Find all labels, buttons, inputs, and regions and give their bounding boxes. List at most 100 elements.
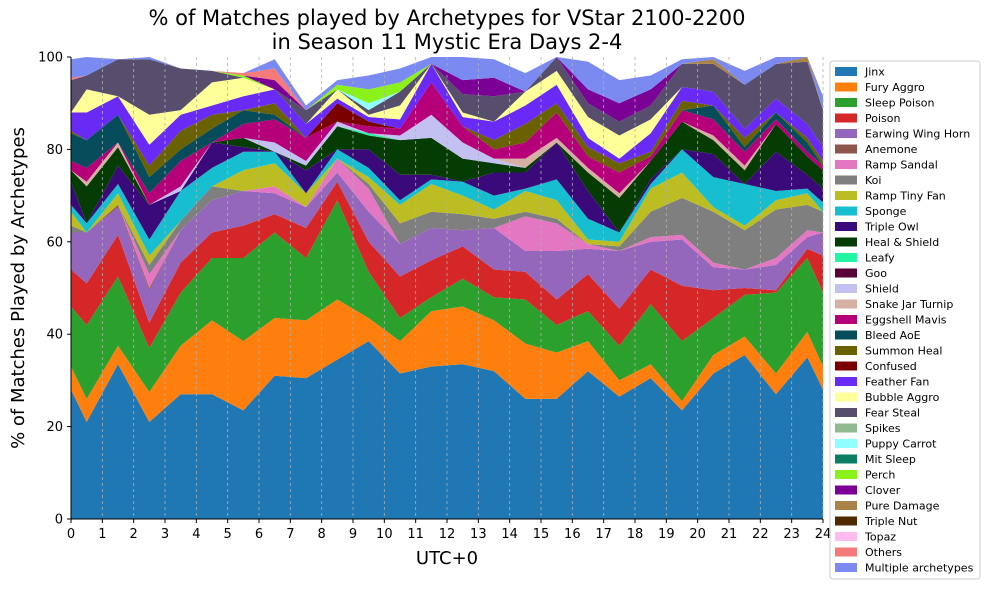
area-series-16 — [71, 82, 823, 205]
legend-label: Snake Jar Turnip — [865, 298, 953, 311]
legend-swatch — [835, 563, 857, 572]
legend-swatch — [835, 377, 857, 386]
legend-label: Poison — [865, 112, 900, 125]
chart-title-line1: % of Matches played by Archetypes for VS… — [149, 6, 746, 30]
legend-swatch — [835, 547, 857, 557]
y-tick-label: 40 — [46, 328, 63, 343]
x-axis-label: UTC+0 — [416, 548, 478, 569]
x-tick-label: 20 — [689, 527, 706, 542]
x-tick-label: 0 — [67, 527, 75, 542]
legend-swatch — [835, 284, 857, 293]
legend-swatch — [835, 191, 857, 200]
legend-label: Ramp Tiny Fan — [865, 190, 946, 203]
legend-swatch — [835, 532, 857, 541]
legend-label: Perch — [865, 469, 895, 482]
legend-swatch — [835, 485, 857, 495]
legend-label: Bleed AoE — [865, 329, 921, 342]
y-axis-label: % of Matches Played by Archetypes — [8, 127, 29, 449]
legend: Jinx Fury Aggro Sleep Poison Poison Earwing … — [829, 60, 981, 580]
legend-label: Clover — [865, 484, 901, 497]
x-tick-label: 3 — [161, 527, 169, 542]
legend-label: Sleep Poison — [865, 97, 935, 110]
legend-swatch — [835, 144, 857, 154]
area-series-17 — [71, 82, 823, 194]
legend-swatch — [835, 516, 857, 526]
legend-swatch — [835, 67, 857, 76]
x-tick-label: 23 — [783, 527, 800, 542]
x-tick-label: 8 — [318, 527, 326, 542]
legend-swatch — [835, 361, 857, 371]
legend-label: Topaz — [864, 531, 896, 544]
legend-label: Feather Fan — [865, 376, 929, 389]
legend-swatch — [835, 160, 857, 169]
x-tick-label: 2 — [130, 527, 138, 542]
legend-label: Mit Sleep — [865, 453, 916, 466]
legend-label: Eggshell Mavis — [865, 314, 947, 327]
legend-swatch — [835, 330, 857, 340]
area-series-3 — [71, 181, 823, 349]
area-series-18 — [71, 82, 823, 178]
legend-label: Triple Nut — [864, 515, 918, 528]
x-tick-label: 22 — [752, 527, 769, 542]
x-tick-label: 19 — [658, 527, 675, 542]
legend-label: Fear Steal — [865, 407, 920, 420]
x-tick-label: 14 — [501, 527, 518, 542]
legend-swatch — [835, 299, 857, 309]
legend-swatch — [835, 237, 857, 247]
grid-layer — [70, 57, 824, 519]
area-series-1 — [71, 299, 823, 422]
legend-swatch — [835, 98, 857, 107]
y-tick-label: 100 — [38, 51, 63, 66]
x-tick-label: 11 — [407, 527, 424, 542]
legend-label: Earwing Wing Horn — [865, 128, 970, 141]
legend-swatch — [835, 346, 857, 355]
legend-label: Ramp Sandal — [865, 159, 938, 172]
legend-label: Fury Aggro — [865, 81, 925, 94]
legend-swatch — [835, 439, 857, 448]
legend-swatch — [835, 470, 857, 479]
y-tick-label: 60 — [46, 235, 63, 250]
x-tick-label: 6 — [255, 527, 263, 542]
legend-swatch — [835, 222, 857, 231]
legend-swatch — [835, 392, 857, 402]
legend-label: Bubble Aggro — [865, 391, 940, 404]
legend-label: Triple Owl — [864, 221, 919, 234]
area-series-14 — [71, 114, 823, 205]
x-tick-label: 16 — [564, 527, 581, 542]
x-tick-label: 9 — [349, 527, 357, 542]
legend-swatch — [835, 82, 857, 92]
area-series-20 — [71, 63, 823, 166]
legend-label: Confused — [865, 360, 917, 373]
x-tick-label: 5 — [224, 527, 232, 542]
chart-title-line2: in Season 11 Mystic Era Days 2-4 — [272, 30, 623, 54]
x-tick-label: 4 — [192, 527, 200, 542]
legend-label: Puppy Carrot — [865, 438, 937, 451]
axes-layer: 0 1 2 3 4 5 6 7 8 9 10 11 12 13 14 15 16 17 18 19 20 21 22 23 24… — [38, 51, 831, 543]
y-tick-label: 20 — [46, 420, 63, 435]
x-tick-label: 12 — [439, 527, 456, 542]
legend-swatch — [835, 315, 857, 324]
x-tick-label: 1 — [98, 527, 106, 542]
legend-swatch — [835, 408, 857, 417]
area-series-7 — [71, 158, 823, 275]
legend-swatch — [835, 129, 857, 138]
x-tick-label: 15 — [533, 527, 550, 542]
legend-swatch — [835, 175, 857, 185]
legend-label: Koi — [865, 174, 881, 187]
legend-label: Sponge — [865, 205, 907, 218]
x-tick-label: 10 — [376, 527, 393, 542]
y-tick-label: 0 — [55, 513, 63, 528]
legend-swatch — [835, 253, 857, 262]
legend-label: Jinx — [864, 66, 885, 79]
legend-swatch — [835, 501, 857, 510]
legend-label: Others — [865, 546, 902, 559]
x-tick-label: 21 — [721, 527, 738, 542]
x-tick-label: 13 — [470, 527, 487, 542]
x-tick-label: 17 — [595, 527, 612, 542]
legend-label: Pure Damage — [865, 500, 940, 513]
legend-label: Summon Heal — [865, 345, 942, 358]
x-tick-label: 18 — [627, 527, 644, 542]
y-tick-label: 80 — [46, 143, 63, 158]
legend-label: Shield — [865, 283, 899, 296]
